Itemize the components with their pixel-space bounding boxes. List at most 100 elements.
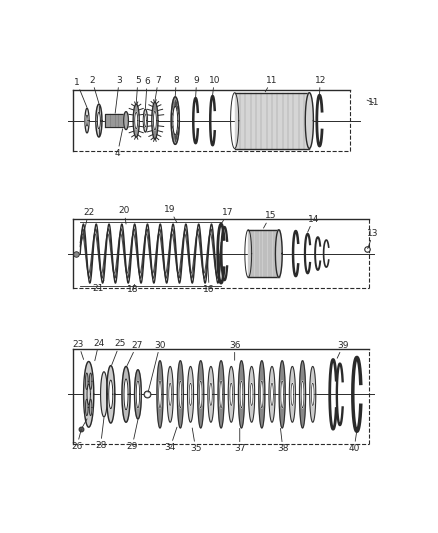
Polygon shape (235, 93, 309, 149)
Text: 6: 6 (144, 77, 150, 108)
Text: 11: 11 (367, 99, 380, 108)
Polygon shape (173, 106, 178, 135)
Polygon shape (271, 383, 273, 406)
Polygon shape (240, 381, 243, 408)
Polygon shape (152, 102, 158, 139)
Polygon shape (171, 97, 179, 144)
Text: 22: 22 (80, 208, 94, 247)
Polygon shape (107, 366, 115, 423)
Text: 36: 36 (229, 341, 240, 360)
Polygon shape (135, 112, 138, 129)
Polygon shape (143, 109, 148, 132)
Text: 34: 34 (165, 427, 177, 452)
Polygon shape (209, 383, 212, 406)
Polygon shape (89, 399, 92, 416)
Polygon shape (199, 381, 202, 408)
Text: 15: 15 (264, 211, 276, 228)
Text: 2: 2 (89, 76, 99, 103)
Text: 18: 18 (127, 284, 138, 294)
Text: 12: 12 (314, 76, 326, 94)
Polygon shape (134, 370, 141, 419)
Polygon shape (87, 384, 90, 405)
Polygon shape (169, 383, 172, 406)
Polygon shape (189, 383, 192, 406)
Polygon shape (250, 383, 253, 406)
Text: 5: 5 (135, 76, 141, 103)
Polygon shape (269, 366, 275, 422)
Text: 20: 20 (119, 206, 130, 224)
Polygon shape (310, 366, 316, 422)
Polygon shape (230, 383, 233, 406)
Polygon shape (177, 361, 184, 428)
Polygon shape (281, 381, 283, 408)
Text: 30: 30 (148, 341, 166, 392)
Text: 8: 8 (173, 76, 179, 96)
Text: 23: 23 (73, 340, 84, 359)
Text: 24: 24 (93, 338, 105, 361)
Polygon shape (85, 373, 88, 390)
Polygon shape (86, 115, 88, 126)
Text: 29: 29 (127, 420, 138, 451)
Polygon shape (208, 366, 214, 422)
Polygon shape (124, 379, 128, 410)
Polygon shape (218, 361, 224, 428)
Text: 17: 17 (222, 208, 233, 223)
Polygon shape (136, 381, 140, 408)
Text: 13: 13 (367, 229, 379, 248)
Polygon shape (101, 372, 107, 417)
Polygon shape (85, 399, 88, 416)
Text: 28: 28 (95, 418, 106, 450)
Polygon shape (249, 366, 254, 422)
Polygon shape (105, 114, 126, 127)
Text: 39: 39 (337, 341, 349, 358)
Text: 35: 35 (190, 428, 201, 453)
Text: 37: 37 (234, 429, 246, 454)
Polygon shape (276, 230, 282, 277)
Polygon shape (85, 108, 89, 133)
Polygon shape (96, 104, 102, 137)
Text: 16: 16 (203, 260, 215, 294)
Text: 1: 1 (74, 78, 87, 108)
Text: 3: 3 (115, 76, 122, 113)
Text: 10: 10 (208, 76, 220, 95)
Polygon shape (259, 361, 265, 428)
Text: 25: 25 (112, 340, 126, 365)
Text: 21: 21 (92, 280, 104, 293)
Text: 14: 14 (307, 215, 319, 232)
Polygon shape (187, 366, 194, 422)
Polygon shape (153, 111, 156, 130)
Text: 26: 26 (71, 430, 82, 451)
Polygon shape (261, 381, 263, 408)
Polygon shape (279, 361, 285, 428)
Polygon shape (97, 112, 100, 129)
Text: 38: 38 (277, 429, 289, 454)
Text: 9: 9 (194, 76, 200, 97)
Polygon shape (291, 383, 294, 406)
Polygon shape (301, 381, 304, 408)
Polygon shape (167, 366, 173, 422)
Polygon shape (122, 366, 130, 422)
Polygon shape (220, 381, 223, 408)
Polygon shape (248, 230, 279, 277)
Polygon shape (159, 381, 161, 408)
Polygon shape (311, 383, 314, 406)
Polygon shape (305, 93, 314, 149)
Text: 19: 19 (164, 205, 177, 223)
Polygon shape (124, 111, 128, 130)
Text: 40: 40 (349, 431, 360, 453)
Polygon shape (89, 373, 92, 390)
Polygon shape (133, 104, 139, 137)
Text: 4: 4 (115, 129, 123, 158)
Text: 27: 27 (127, 341, 143, 366)
Polygon shape (179, 381, 182, 408)
Polygon shape (238, 361, 244, 428)
Polygon shape (84, 361, 94, 427)
Polygon shape (300, 361, 306, 428)
Polygon shape (290, 366, 295, 422)
Polygon shape (145, 115, 146, 127)
Text: 11: 11 (265, 76, 278, 92)
Text: 7: 7 (155, 76, 161, 101)
Polygon shape (109, 380, 113, 409)
Polygon shape (198, 361, 204, 428)
Polygon shape (228, 366, 234, 422)
